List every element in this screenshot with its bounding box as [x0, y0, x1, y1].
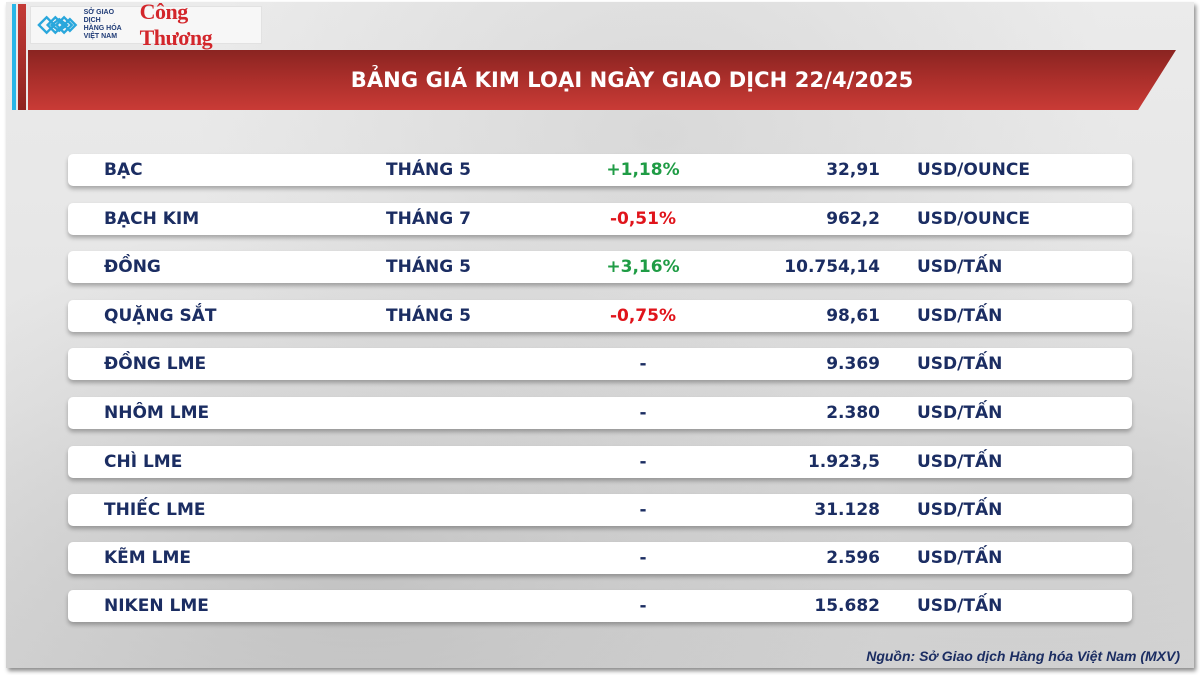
logo-org-name: SỞ GIAO DỊCH HÀNG HÓA VIỆT NAM [84, 9, 132, 41]
source-note: Nguồn: Sở Giao dịch Hàng hóa Việt Nam (M… [866, 648, 1180, 664]
price-unit: USD/TẤN [917, 596, 1003, 616]
table-row: ĐỒNG LME - 9.369 USD/TẤN [68, 348, 1132, 380]
metal-name: QUẶNG SẮT [104, 306, 217, 326]
table-row: CHÌ LME - 1.923,5 USD/TẤN [68, 446, 1132, 478]
table-row: BẠCH KIM THÁNG 7 -0,51% 962,2 USD/OUNCE [68, 203, 1132, 235]
price-unit: USD/TẤN [917, 257, 1003, 277]
price-value: 2.380 [826, 403, 880, 423]
logo-header: SỞ GIAO DỊCH HÀNG HÓA VIỆT NAM Công Thươ… [30, 0, 262, 50]
price-value: 98,61 [826, 306, 880, 326]
price-value: 2.596 [826, 548, 880, 568]
metal-name: THIẾC LME [104, 500, 206, 520]
price-change: - [639, 596, 647, 616]
price-change: - [639, 500, 647, 520]
logo-org-line-3: VIỆT NAM [83, 33, 118, 40]
table-row: QUẶNG SẮT THÁNG 5 -0,75% 98,61 USD/TẤN [68, 300, 1132, 332]
metal-name: NIKEN LME [104, 596, 209, 616]
metal-name: BẠC [104, 160, 143, 180]
mxv-logo-icon [37, 15, 78, 35]
price-change: - [639, 548, 647, 568]
price-change: +1,18% [606, 160, 680, 180]
price-value: 10.754,14 [784, 257, 880, 277]
table-row: THIẾC LME - 31.128 USD/TẤN [68, 494, 1132, 526]
table-row: NIKEN LME - 15.682 USD/TẤN [68, 590, 1132, 622]
contract-month: THÁNG 5 [386, 160, 471, 180]
accent-bar-blue [12, 4, 16, 110]
price-unit: USD/TẤN [917, 452, 1003, 472]
price-change: -0,75% [609, 306, 677, 326]
price-unit: USD/TẤN [917, 354, 1003, 374]
metal-name: CHÌ LME [104, 452, 183, 472]
price-value: 9.369 [826, 354, 880, 374]
metal-name: ĐỒNG LME [104, 354, 207, 374]
title-banner [28, 50, 1176, 110]
price-change: - [639, 354, 647, 374]
price-unit: USD/TẤN [917, 500, 1003, 520]
table-row: KẼM LME - 2.596 USD/TẤN [68, 542, 1132, 574]
metal-name: KẼM LME [104, 548, 191, 568]
price-value: 31.128 [814, 500, 880, 520]
contract-month: THÁNG 7 [386, 209, 471, 229]
price-change: - [639, 403, 647, 423]
price-value: 1.923,5 [807, 452, 880, 472]
metal-name: BẠCH KIM [104, 209, 200, 229]
table-row: NHÔM LME - 2.380 USD/TẤN [68, 397, 1132, 429]
table-row: BẠC THÁNG 5 +1,18% 32,91 USD/OUNCE [68, 154, 1132, 186]
brand-logo-cong-thuong: Công Thương [139, 0, 213, 50]
price-value: 32,91 [826, 160, 880, 180]
logo-org-line-1: SỞ GIAO DỊCH [83, 9, 115, 24]
contract-month: THÁNG 5 [386, 306, 471, 326]
price-unit: USD/TẤN [917, 306, 1003, 326]
logo-org-line-2: HÀNG HÓA [83, 25, 122, 32]
price-unit: USD/OUNCE [917, 209, 1030, 229]
price-change: -0,51% [609, 209, 677, 229]
page-title: BẢNG GIÁ KIM LOẠI NGÀY GIAO DỊCH 22/4/20… [350, 68, 914, 92]
metal-name: ĐỒNG [104, 257, 161, 277]
metal-name: NHÔM LME [104, 403, 210, 423]
accent-bar-red [18, 4, 26, 110]
table-row: ĐỒNG THÁNG 5 +3,16% 10.754,14 USD/TẤN [68, 251, 1132, 283]
contract-month: THÁNG 5 [386, 257, 471, 277]
price-change: - [639, 452, 647, 472]
price-unit: USD/OUNCE [917, 160, 1030, 180]
price-unit: USD/TẤN [917, 548, 1003, 568]
price-value: 15.682 [814, 596, 880, 616]
price-value: 962,2 [826, 209, 880, 229]
price-unit: USD/TẤN [917, 403, 1003, 423]
price-change: +3,16% [606, 257, 680, 277]
